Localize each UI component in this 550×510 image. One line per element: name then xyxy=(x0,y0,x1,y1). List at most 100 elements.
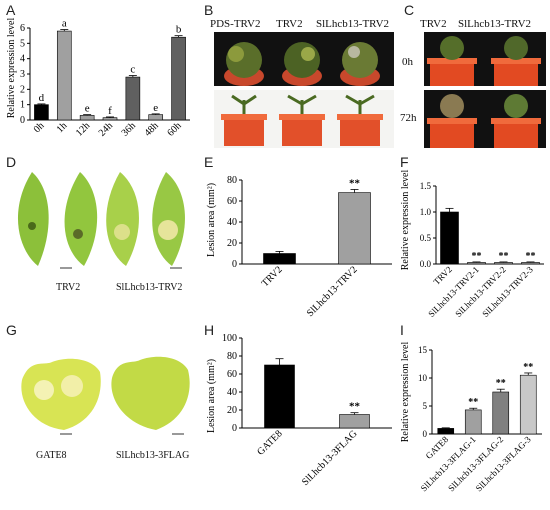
panel-label-f: F xyxy=(400,154,409,170)
panel-label-b: B xyxy=(204,2,214,18)
chart-h-ytick-label: 80 xyxy=(227,351,237,362)
chart-i-bar xyxy=(464,409,482,435)
chart-a-data-label: b xyxy=(176,24,182,36)
chart-a-bar xyxy=(79,115,95,121)
chart-a-data-label: f xyxy=(108,105,112,117)
chart-a-data-label: e xyxy=(85,103,90,115)
chart-a-plot: 0 1 2 3 4 5 6 d 0h a 1h e 12h f 24h c 36h e 48h b 60h xyxy=(20,18,190,139)
chart-a-ytick-label: 6 xyxy=(20,23,25,34)
chart-f-category-label: TRV2 xyxy=(431,264,453,286)
photo-c-bottom xyxy=(424,90,546,148)
chart-e-bar xyxy=(338,192,371,265)
chart-a-ytick-label: 2 xyxy=(20,84,25,95)
chart-a-category-label: 1h xyxy=(55,120,70,135)
chart-a-data-label: d xyxy=(39,92,45,104)
chart-f-data-label: ** xyxy=(499,251,509,262)
chart-e-ytick-label: 20 xyxy=(227,238,237,249)
chart-e-data-label: ** xyxy=(349,177,361,189)
chart-i-bar xyxy=(437,428,455,435)
photo-c-row-72h: 72h xyxy=(400,112,417,124)
chart-f-bar xyxy=(467,262,486,265)
chart-i-ytick-label: 5 xyxy=(423,401,428,411)
chart-i: Relative expression level 051015GATE8**S… xyxy=(400,342,542,493)
chart-f-bar xyxy=(494,262,513,265)
photo-c-bottom-plants xyxy=(427,94,541,148)
chart-f-bar xyxy=(440,211,459,265)
chart-a-bar xyxy=(102,117,118,121)
photo-b-top-plants xyxy=(224,42,380,86)
photo-g-leaves xyxy=(21,356,190,435)
chart-f-ytick-label: 0.0 xyxy=(420,259,432,269)
chart-i-bar xyxy=(492,391,510,435)
chart-h-bar xyxy=(264,364,295,429)
panel-label-i: I xyxy=(400,322,404,338)
chart-a-bar xyxy=(148,114,164,121)
chart-a-category-label: 60h xyxy=(165,120,183,138)
chart-f: Relative expression level 0.0 0.5 1.0 1.5 TR… xyxy=(400,170,544,319)
chart-h-bar xyxy=(339,414,370,429)
chart-h: Lesion area (mm²) 0 20 40 60 80 100 GATE8 ** SlL… xyxy=(206,333,392,488)
panel-label-g: G xyxy=(6,322,17,338)
chart-e-category-label: SlLhcb13-TRV2 xyxy=(305,264,360,319)
chart-h-category-label: GATE8 xyxy=(255,428,284,457)
chart-f-ytick-label: 1.0 xyxy=(420,207,432,217)
chart-h-data-label: ** xyxy=(349,401,361,413)
photo-c-top xyxy=(424,32,546,86)
photo-c-row-0h: 0h xyxy=(402,56,413,68)
chart-e-ytick-label: 0 xyxy=(232,259,237,270)
chart-i-ytick-label: 15 xyxy=(418,345,428,355)
chart-i-data-label: ** xyxy=(523,362,533,373)
photo-d-leaves xyxy=(17,172,185,269)
chart-f-bar xyxy=(521,262,540,265)
chart-a-ytick-label: 0 xyxy=(20,115,25,126)
chart-h-ylabel: Lesion area (mm²) xyxy=(206,359,217,433)
panel-label-h: H xyxy=(204,322,215,338)
chart-e-ytick-label: 60 xyxy=(227,196,237,207)
panel-label-a: A xyxy=(6,2,16,18)
chart-f-plot: 0.00.51.01.5TRV2**SlLhcb13-TRV2-1**SlLhc… xyxy=(420,181,544,319)
chart-i-bar xyxy=(519,374,537,435)
chart-e-ytick-label: 80 xyxy=(227,175,237,186)
chart-a-category-label: 48h xyxy=(142,120,160,138)
panel-label-d: D xyxy=(6,154,17,170)
chart-h-ytick-label: 0 xyxy=(232,423,237,434)
chart-i-plot: 051015GATE8**SlLhcb13-3FLAG-1**SlLhcb13-… xyxy=(418,345,542,493)
chart-h-category-label: SlLhcb13-3FLAG xyxy=(300,428,360,488)
chart-h-ytick-label: 40 xyxy=(227,387,237,398)
photo-b-header-2: TRV2 xyxy=(276,18,303,30)
chart-f-data-label: ** xyxy=(472,251,482,262)
chart-a-bar xyxy=(34,104,49,121)
chart-a-data-label: c xyxy=(130,64,135,76)
chart-a-ytick-label: 5 xyxy=(20,38,25,49)
chart-a-category-label: 24h xyxy=(97,120,115,138)
chart-a-data-label: e xyxy=(153,102,158,114)
chart-e: Lesion area (mm²) 0 20 40 60 80 TRV2 ** SlLhcb1… xyxy=(206,175,392,319)
chart-e-ylabel: Lesion area (mm²) xyxy=(206,183,217,257)
chart-a-data-label: a xyxy=(62,18,67,30)
photo-d-caption-2: SlLhcb13-TRV2 xyxy=(116,282,183,293)
chart-e-bar xyxy=(263,253,296,265)
chart-a-category-label: 36h xyxy=(120,120,138,138)
chart-f-category-label: SlLhcb13-TRV2-3 xyxy=(480,264,535,319)
chart-i-data-label: ** xyxy=(468,397,478,408)
photo-g-caption-1: GATE8 xyxy=(36,450,67,461)
chart-h-ytick-label: 60 xyxy=(227,369,237,380)
chart-i-data-label: ** xyxy=(496,378,506,389)
chart-h-ytick-label: 20 xyxy=(227,405,237,416)
chart-e-plot: 0 20 40 60 80 TRV2 ** SlLhcb13-TRV2 xyxy=(227,175,392,319)
chart-a: Relative expression level 0 1 2 3 4 5 6 d 0h a 1h e… xyxy=(6,18,190,139)
chart-a-ylabel: Relative expression level xyxy=(6,18,17,119)
photo-c-header-2: SlLhcb13-TRV2 xyxy=(458,18,532,30)
photo-c-top-plants xyxy=(427,36,541,86)
chart-e-category-label: TRV2 xyxy=(260,264,285,289)
chart-a-bar xyxy=(56,30,72,121)
chart-a-category-label: 0h xyxy=(32,120,47,135)
photo-d-caption-1: TRV2 xyxy=(56,282,81,293)
chart-a-ytick-label: 1 xyxy=(20,100,25,111)
chart-f-data-label: ** xyxy=(526,251,536,262)
chart-a-ytick-label: 4 xyxy=(20,54,25,65)
chart-h-plot: 0 20 40 60 80 100 GATE8 ** SlLhcb13-3FLAG xyxy=(222,333,392,488)
chart-f-ytick-label: 0.5 xyxy=(420,233,432,243)
chart-h-ytick-label: 100 xyxy=(222,333,237,344)
chart-i-ylabel: Relative expression level xyxy=(400,342,411,443)
